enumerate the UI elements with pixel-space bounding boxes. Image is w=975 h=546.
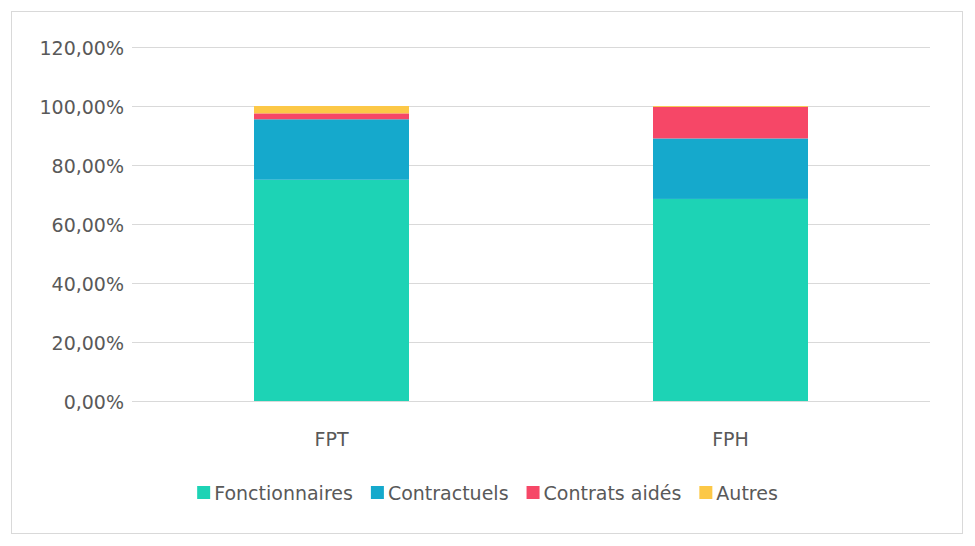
legend-label: Contractuels [388, 482, 509, 504]
x-tick-label: FPT [315, 428, 349, 450]
bar-segment [254, 106, 409, 113]
grid-line [132, 283, 930, 284]
y-tick-label: 20,00% [52, 332, 124, 354]
y-tick-label: 100,00% [39, 96, 124, 118]
legend-swatch [197, 486, 210, 499]
legend-label: Contrats aidés [544, 482, 682, 504]
grid-line [132, 106, 930, 107]
legend-swatch [527, 486, 540, 499]
bar-segment [254, 180, 409, 401]
x-tick-label: FPH [712, 428, 749, 450]
legend-label: Fonctionnaires [214, 482, 353, 504]
chart-frame [12, 12, 963, 534]
y-tick-label: 80,00% [52, 155, 124, 177]
grid-line [132, 47, 930, 48]
bar-segment [254, 113, 409, 119]
bar-segment [653, 138, 808, 198]
bar-segment [653, 199, 808, 401]
grid-line [132, 401, 930, 402]
grid-line [132, 342, 930, 343]
legend-swatch [371, 486, 384, 499]
legend-swatch [699, 486, 712, 499]
y-tick-label: 120,00% [39, 37, 124, 59]
bar-segment [254, 119, 409, 179]
legend-label: Autres [716, 482, 777, 504]
legend: Fonctionnaires Contractuels Contrats aidés… [197, 482, 778, 504]
y-tick-label: 60,00% [52, 214, 124, 236]
bar-segment [653, 107, 808, 139]
bar-segment [653, 106, 808, 108]
chart: 0,00% 20,00% 40,00% 60,00% 80,00% 100,00% 120,… [0, 0, 975, 546]
grid-line [132, 224, 930, 225]
y-tick-label: 0,00% [64, 391, 124, 413]
grid-line [132, 165, 930, 166]
y-tick-label: 40,00% [52, 273, 124, 295]
